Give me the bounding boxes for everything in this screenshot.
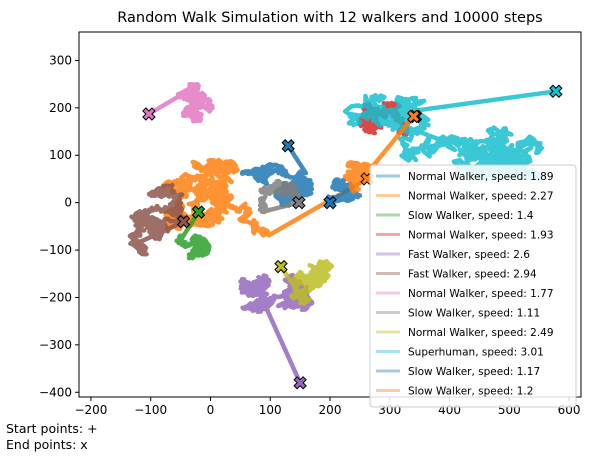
legend-label-3: Slow Walker, speed: 1.4	[408, 210, 534, 222]
end-marker-7	[142, 107, 156, 121]
legend-label-9: Normal Walker, speed: 2.49	[408, 327, 554, 339]
y-axis: −400 −300 −200 −100 0 100 200 300	[39, 53, 79, 399]
legend-label-10: Superhuman, speed: 3.01	[408, 347, 544, 359]
legend-label-4: Normal Walker, speed: 1.93	[408, 230, 554, 242]
x-tick-label: −200	[74, 403, 107, 417]
end-points-note: End points: x	[6, 437, 88, 452]
end-marker-11	[323, 195, 337, 210]
y-tick-label: 0	[64, 196, 72, 210]
chart-title: Random Walk Simulation with 12 walkers a…	[117, 10, 543, 26]
end-marker-5	[293, 376, 307, 390]
legend-label-12: Slow Walker, speed: 1.2	[408, 386, 533, 398]
walk-paths	[127, 81, 557, 384]
x-tick-label: 100	[259, 403, 282, 417]
x-tick-label: 200	[319, 403, 342, 417]
legend-label-7: Normal Walker, speed: 1.77	[408, 288, 554, 300]
y-tick-label: −300	[39, 338, 72, 352]
end-marker-1	[281, 139, 295, 153]
end-marker-10	[549, 84, 563, 98]
walk-path-6	[127, 182, 187, 257]
end-marker-3	[191, 205, 206, 219]
legend-label-2: Normal Walker, speed: 2.27	[408, 191, 554, 203]
end-marker-9	[274, 259, 288, 274]
y-tick-label: 300	[49, 53, 72, 67]
legend-label-5: Fast Walker, speed: 2.6	[408, 249, 530, 261]
walk-path-9	[279, 258, 335, 307]
end-marker-12	[406, 109, 421, 124]
start-points-note: Start points: +	[6, 421, 98, 436]
walk-path-3	[174, 210, 212, 261]
legend-label-6: Fast Walker, speed: 2.94	[408, 269, 537, 281]
end-markers	[142, 84, 563, 390]
legend: Normal Walker, speed: 1.89 Normal Walker,…	[369, 164, 577, 408]
x-tick-label: −100	[134, 403, 167, 417]
walk-path-7	[147, 81, 215, 124]
legend-label-8: Slow Walker, speed: 1.11	[408, 308, 540, 320]
end-marker-6	[176, 214, 191, 229]
y-tick-label: −100	[39, 243, 72, 257]
end-marker-8	[292, 195, 306, 210]
y-tick-label: 200	[49, 101, 72, 115]
x-tick-label: 0	[207, 403, 215, 417]
legend-box	[369, 164, 577, 408]
y-tick-label: −400	[39, 385, 72, 399]
legend-label-11: Slow Walker, speed: 1.17	[408, 366, 540, 378]
y-tick-label: −200	[39, 290, 72, 304]
walk-path-8	[257, 178, 301, 215]
legend-label-1: Normal Walker, speed: 1.89	[408, 171, 554, 183]
y-tick-label: 100	[49, 148, 72, 162]
